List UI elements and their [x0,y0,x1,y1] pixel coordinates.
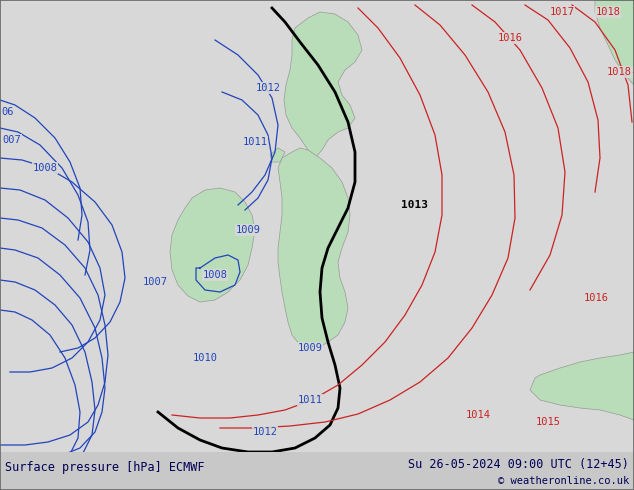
Text: 1015: 1015 [536,417,560,427]
Text: 1012: 1012 [252,427,278,437]
Text: 06: 06 [2,107,14,117]
Polygon shape [284,12,362,158]
Text: 1007: 1007 [143,277,167,287]
Text: 1011: 1011 [297,395,323,405]
Text: 1013: 1013 [401,200,429,210]
Text: 1011: 1011 [242,137,268,147]
Text: 1014: 1014 [465,410,491,420]
Text: 1016: 1016 [583,293,609,303]
Polygon shape [270,148,285,162]
Polygon shape [530,352,634,420]
Bar [0,452,634,490]
Text: 007: 007 [3,135,22,145]
Text: 1018: 1018 [595,7,621,17]
Polygon shape [278,148,350,350]
Text: 1009: 1009 [297,343,323,353]
Polygon shape [170,188,255,302]
Text: 1012: 1012 [256,83,280,93]
Text: 1009: 1009 [235,225,261,235]
Text: 1016: 1016 [498,33,522,43]
Text: 1008: 1008 [202,270,228,280]
Text: 1013: 1013 [254,453,281,463]
Text: 1018-: 1018- [606,67,634,77]
Text: Surface pressure [hPa] ECMWF: Surface pressure [hPa] ECMWF [5,461,205,474]
Text: 1008: 1008 [32,163,58,173]
Text: 1017: 1017 [550,7,574,17]
Polygon shape [595,0,634,85]
Text: Su 26-05-2024 09:00 UTC (12+45): Su 26-05-2024 09:00 UTC (12+45) [408,458,629,471]
Text: 1010: 1010 [193,353,217,363]
Text: © weatheronline.co.uk: © weatheronline.co.uk [498,475,629,486]
